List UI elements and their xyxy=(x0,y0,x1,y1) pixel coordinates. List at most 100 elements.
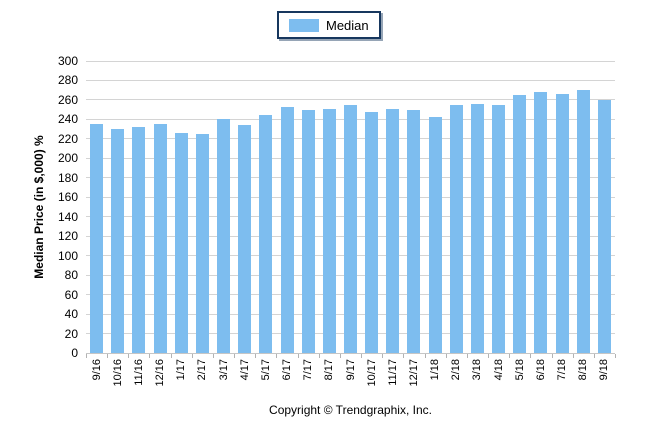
x-tick-label: 5/17 xyxy=(259,359,272,381)
y-tick-label: 220 xyxy=(57,131,78,146)
bar xyxy=(576,90,590,353)
x-axis-tick xyxy=(530,354,532,358)
bar xyxy=(238,125,252,353)
x-tick-label: 6/17 xyxy=(281,359,294,381)
y-tick-label: 260 xyxy=(57,92,78,107)
bar xyxy=(428,117,442,353)
x-axis-tick xyxy=(488,354,490,358)
x-axis-tick xyxy=(149,354,151,358)
x-axis-tick xyxy=(551,354,553,358)
x-tick-label: 7/18 xyxy=(556,359,569,381)
x-axis-tick xyxy=(212,354,214,358)
y-tick-label: 20 xyxy=(64,326,78,341)
x-tick-label: 1/18 xyxy=(429,359,442,381)
x-axis-tick xyxy=(403,354,405,358)
bar xyxy=(449,104,463,353)
y-axis: 0 20 40 60 80 100 120 140 160 180 200 220 240 260 280 3… xyxy=(0,54,78,360)
y-tick-label: 280 xyxy=(57,73,78,88)
bar xyxy=(153,124,167,353)
x-tick-label: 10/17 xyxy=(365,359,378,387)
y-tick-label: 0 xyxy=(71,346,78,360)
y-tick-label: 140 xyxy=(57,209,78,224)
bar xyxy=(407,109,421,353)
bar xyxy=(259,114,273,353)
x-tick-label: 3/18 xyxy=(471,359,484,381)
x-tick-label: 1/17 xyxy=(175,359,188,381)
x-axis-tick xyxy=(255,354,257,358)
gridline xyxy=(86,79,615,81)
x-axis-tick xyxy=(128,354,130,358)
x-axis-tick xyxy=(86,354,87,358)
x-tick-label: 4/18 xyxy=(492,359,505,381)
bar xyxy=(132,127,146,353)
bar xyxy=(534,92,548,353)
x-tick-label: 10/16 xyxy=(111,359,124,387)
bar xyxy=(174,133,188,353)
bar xyxy=(597,99,611,353)
x-axis-tick xyxy=(107,354,109,358)
x-axis-tick xyxy=(466,354,468,358)
bar xyxy=(513,95,527,353)
x-axis-tick xyxy=(276,354,278,358)
bar xyxy=(386,108,400,353)
legend-swatch-icon xyxy=(289,18,319,32)
x-tick-label: 12/17 xyxy=(407,359,420,387)
y-tick-label: 100 xyxy=(57,248,78,263)
x-axis-line xyxy=(86,353,615,354)
bar xyxy=(280,106,294,353)
bar xyxy=(344,104,357,353)
x-axis-tick xyxy=(424,354,426,358)
gridline xyxy=(86,99,615,101)
x-axis-tick xyxy=(572,354,574,358)
y-tick-label: 180 xyxy=(57,170,78,185)
x-axis-tick xyxy=(445,354,447,358)
bar xyxy=(111,129,125,353)
x-axis-tick xyxy=(615,354,616,358)
bar xyxy=(301,109,315,353)
legend: Median xyxy=(277,11,381,39)
bar xyxy=(217,119,231,353)
bar xyxy=(322,108,336,353)
bar xyxy=(365,111,379,353)
x-tick-label: 9/17 xyxy=(344,359,357,381)
bar xyxy=(470,103,484,353)
y-tick-label: 300 xyxy=(57,54,78,68)
x-axis-tick xyxy=(382,354,384,358)
x-tick-label: 2/17 xyxy=(196,359,209,381)
copyright-text: Copyright © Trendgraphix, Inc. xyxy=(269,403,432,417)
y-tick-label: 240 xyxy=(57,112,78,127)
x-axis-tick xyxy=(593,354,595,358)
x-tick-label: 11/16 xyxy=(132,359,145,386)
x-axis-tick xyxy=(339,354,341,358)
x-tick-label: 11/17 xyxy=(386,359,399,386)
legend-label: Median xyxy=(326,17,369,33)
bar xyxy=(492,104,506,353)
x-axis-tick xyxy=(170,354,172,358)
x-axis-tick xyxy=(318,354,320,358)
x-axis-tick xyxy=(361,354,363,358)
gridline xyxy=(86,60,615,62)
x-tick-label: 2/18 xyxy=(450,359,463,381)
bar xyxy=(195,134,209,353)
x-tick-label: 3/17 xyxy=(217,359,230,381)
y-tick-label: 160 xyxy=(57,190,78,205)
x-axis-tick xyxy=(234,354,236,358)
y-tick-label: 120 xyxy=(57,229,78,244)
x-tick-label: 9/16 xyxy=(90,359,103,381)
bar xyxy=(555,94,569,353)
plot-area: 9/16 10/16 11/16 12/16 1/17 2/17 3/17 4/17 5/17 6… xyxy=(86,60,616,387)
x-tick-label: 7/17 xyxy=(302,359,315,381)
x-axis-tick xyxy=(191,354,193,358)
bar xyxy=(90,124,104,353)
y-tick-label: 200 xyxy=(57,151,78,166)
x-tick-label: 6/18 xyxy=(534,359,547,381)
x-tick-label: 8/17 xyxy=(323,359,336,381)
x-axis-tick xyxy=(509,354,511,358)
y-tick-label: 80 xyxy=(64,268,78,283)
x-tick-label: 9/18 xyxy=(598,359,611,381)
y-tick-label: 40 xyxy=(64,307,78,322)
y-tick-label: 60 xyxy=(64,287,78,302)
x-tick-label: 4/17 xyxy=(238,359,251,381)
x-axis-tick xyxy=(297,354,299,358)
